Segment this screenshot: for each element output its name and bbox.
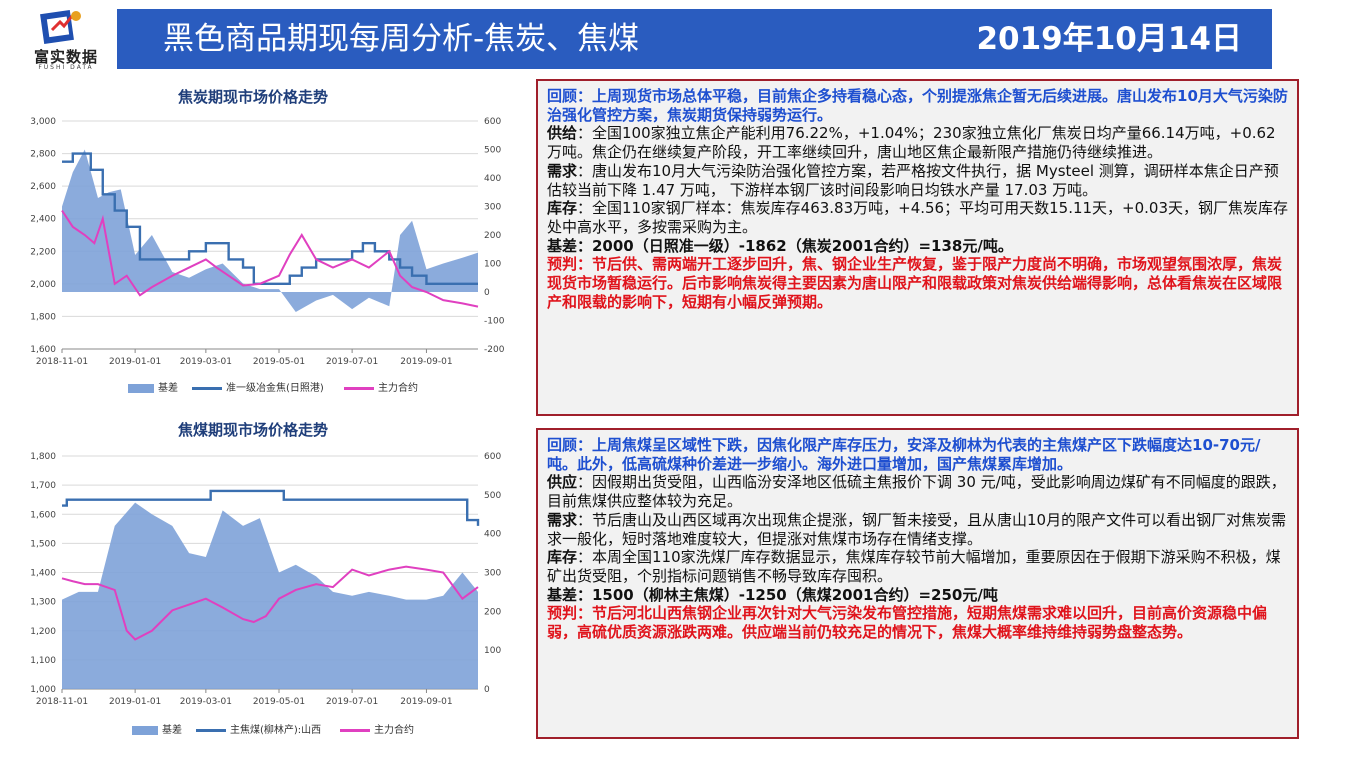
left-tick-label: 2,600 [30,182,56,192]
x-tick-label: 2019-09-01 [400,697,452,707]
right-tick-label: 300 [484,569,501,579]
company-logo: 富实数据 FUSHI DATA [18,8,114,71]
left-tick-label: 1,500 [30,539,56,549]
left-tick-label: 1,400 [30,569,56,579]
legend-swatch-futures [344,386,374,390]
basis-area-series [62,502,478,689]
report-date: 2019年10月14日 [976,21,1242,57]
right-tick-label: 500 [484,491,501,501]
coal-stock: 库存：本周全国110家洗煤厂库存数据显示，焦煤库存较节前大幅增加，重要原因在于假… [547,548,1281,585]
left-tick-label: 1,300 [30,598,56,608]
futures-line-series [61,210,479,308]
coke-forecast: 预判：节后供、需两端开工逐步回升，焦、钢企业生产恢复，鉴于限产力度尚不明确，市场… [547,255,1283,311]
right-tick-label: -200 [484,345,505,355]
left-tick-label: 1,000 [30,685,56,695]
legend-item-basis: 基差 [128,379,178,394]
legend-swatch-spot [196,728,226,732]
legend-item-futures: 主力合约 [344,379,418,394]
x-tick-label: 2019-01-01 [109,697,161,707]
legend-item-spot: 准一级冶金焦(日照港) [192,379,324,394]
legend-item-spot: 主焦煤(柳林产):山西 [196,721,321,736]
right-tick-label: 400 [484,174,501,184]
right-tick-label: 600 [484,452,501,462]
left-tick-label: 2,000 [30,280,56,290]
coal-price-chart: 1,800 1,700 1,600 1,500 1,400 1,300 1,200 1,100… [30,452,501,707]
legend-swatch-basis [132,725,158,735]
logo-text: 富实数据 [33,48,98,66]
right-tick-label: 200 [484,607,501,617]
coal-chart-legend: 基差 主焦煤(柳林产):山西 主力合约 [132,721,452,736]
coal-analysis-box: 回顾：上周焦煤呈区域性下跌，因焦化限产库存压力，安泽及柳林为代表的主焦煤产区下跌… [536,428,1299,739]
coke-chart-legend: 基差 准一级冶金焦(日照港) 主力合约 [128,379,448,394]
right-tick-label: 300 [484,203,501,213]
title-banner: 黑色商品期现每周分析-焦炭、焦煤 2019年10月14日 [117,9,1272,69]
left-tick-label: 1,200 [30,627,56,637]
coke-review: 回顾：上周现货市场总体平稳，目前焦企多持看稳心态，个别提涨焦企暂无后续进展。唐山… [547,87,1288,124]
x-tick-label: 2019-05-01 [253,357,305,367]
coke-stock: 库存：全国110家钢厂样本：焦炭库存463.83万吨，+4.56；平均可用天数1… [547,199,1289,236]
right-tick-label: 600 [484,117,501,127]
coke-supply: 供给：全国100家独立焦企产能利用76.22%，+1.04%；230家独立焦化厂… [547,124,1276,162]
right-tick-label: 500 [484,146,501,156]
x-tick-label: 2019-07-01 [326,697,378,707]
legend-swatch-spot [192,386,222,390]
basis-area-series [62,149,478,312]
coal-supply: 供应：因假期出货受阻，山西临汾安泽地区低硫主焦报价下调 30 元/吨，受此影响周… [547,473,1286,511]
x-tick-label: 2018-11-01 [36,357,88,367]
legend-item-futures: 主力合约 [340,721,414,736]
futures-line-series [61,565,479,641]
right-tick-label: 0 [484,288,490,298]
left-tick-label: 1,100 [30,656,56,666]
right-tick-label: -100 [484,317,505,327]
x-tick-label: 2019-01-01 [109,357,161,367]
left-tick-label: 1,700 [30,481,56,491]
x-tick-label: 2019-05-01 [253,697,305,707]
coke-demand: 需求：唐山发布10月大气污染防治强化管控方案，若严格按文件执行，据 Mystee… [547,161,1279,199]
coal-basis: 基差：1500（柳林主焦煤）-1250（焦煤2001合约）=250元/吨 [547,585,998,604]
right-tick-label: 0 [484,685,490,695]
coal-chart-title: 焦煤期现市场价格走势 [178,421,329,439]
coke-chart-title: 焦炭期现市场价格走势 [178,88,329,106]
coke-basis: 基差：2000（日照准一级）-1862（焦炭2001合约）=138元/吨。 [547,236,1013,255]
legend-item-basis: 基差 [132,721,182,736]
right-tick-label: 100 [484,646,501,656]
logo-icon [40,10,81,44]
coke-price-chart: 3,000 2,800 2,600 2,400 2,200 2,000 1,800 1,600… [30,117,505,367]
coke-analysis-box: 回顾：上周现货市场总体平稳，目前焦企多持看稳心态，个别提涨焦企暂无后续进展。唐山… [536,79,1299,416]
legend-swatch-futures [340,728,370,732]
x-tick-label: 2018-11-01 [36,697,88,707]
right-tick-label: 100 [484,260,501,270]
left-tick-label: 2,200 [30,247,56,257]
logo-subtext: FUSHI DATA [38,64,94,71]
right-tick-label: 200 [484,231,501,241]
x-tick-label: 2019-09-01 [400,357,452,367]
x-tick-label: 2019-03-01 [180,357,232,367]
left-tick-label: 2,800 [30,150,56,160]
spot-line-series [62,152,478,286]
coal-demand: 需求：节后唐山及山西区域再次出现焦企提涨，钢厂暂未接受，且从唐山10月的限产文件… [547,510,1287,548]
x-tick-label: 2019-03-01 [180,697,232,707]
left-tick-label: 2,400 [30,215,56,225]
legend-swatch-basis [128,383,154,393]
right-tick-label: 400 [484,530,501,540]
left-tick-label: 1,800 [30,452,56,462]
coal-forecast: 预判：节后河北山西焦钢企业再次针对大气污染发布管控措施，短期焦煤需求难以回升，目… [547,604,1268,642]
x-tick-label: 2019-07-01 [326,357,378,367]
coal-review: 回顾：上周焦煤呈区域性下跌，因焦化限产库存压力，安泽及柳林为代表的主焦煤产区下跌… [547,436,1261,473]
page-title: 黑色商品期现每周分析-焦炭、焦煤 [163,21,640,57]
spot-line-series [62,489,480,526]
left-tick-label: 1,600 [30,510,56,520]
left-tick-label: 1,800 [30,312,56,322]
left-tick-label: 3,000 [30,117,56,127]
left-tick-label: 1,600 [30,345,56,355]
